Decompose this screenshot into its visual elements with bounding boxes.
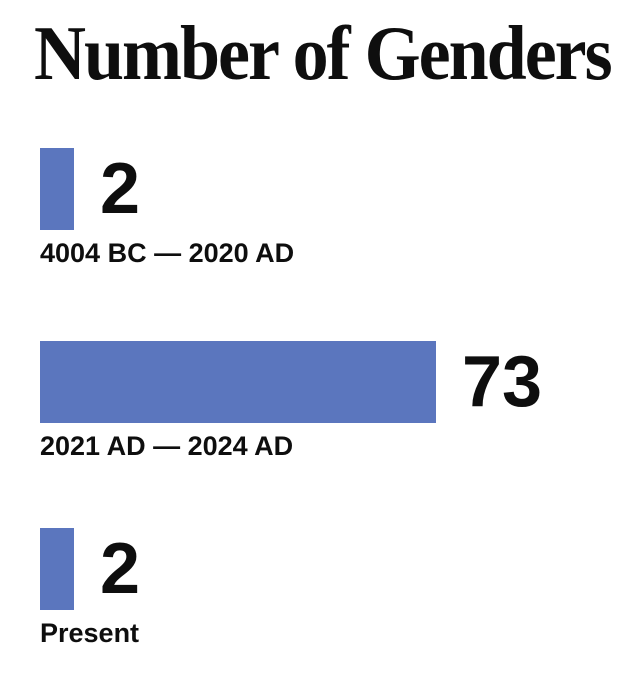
- bar-value-2021ad-2024ad: 73: [462, 342, 543, 422]
- bar-group-4004bc-2020ad: 2: [40, 148, 140, 230]
- bar-4004bc-2020ad: [40, 148, 74, 230]
- chart-title: Number of Genders: [34, 9, 613, 97]
- bar-value-4004bc-2020ad: 2: [100, 149, 141, 229]
- bar-label-4004bc-2020ad: 4004 BC — 2020 AD: [40, 238, 295, 268]
- bar-2021ad-2024ad: [40, 341, 436, 423]
- bar-label-present: Present: [40, 618, 140, 648]
- bar-value-present: 2: [100, 529, 141, 609]
- bar-group-2021ad-2024ad: 73: [40, 341, 542, 423]
- bar-present: [40, 528, 74, 610]
- bar-label-2021ad-2024ad: 2021 AD — 2024 AD: [40, 431, 294, 461]
- bar-group-present: 2: [40, 528, 140, 610]
